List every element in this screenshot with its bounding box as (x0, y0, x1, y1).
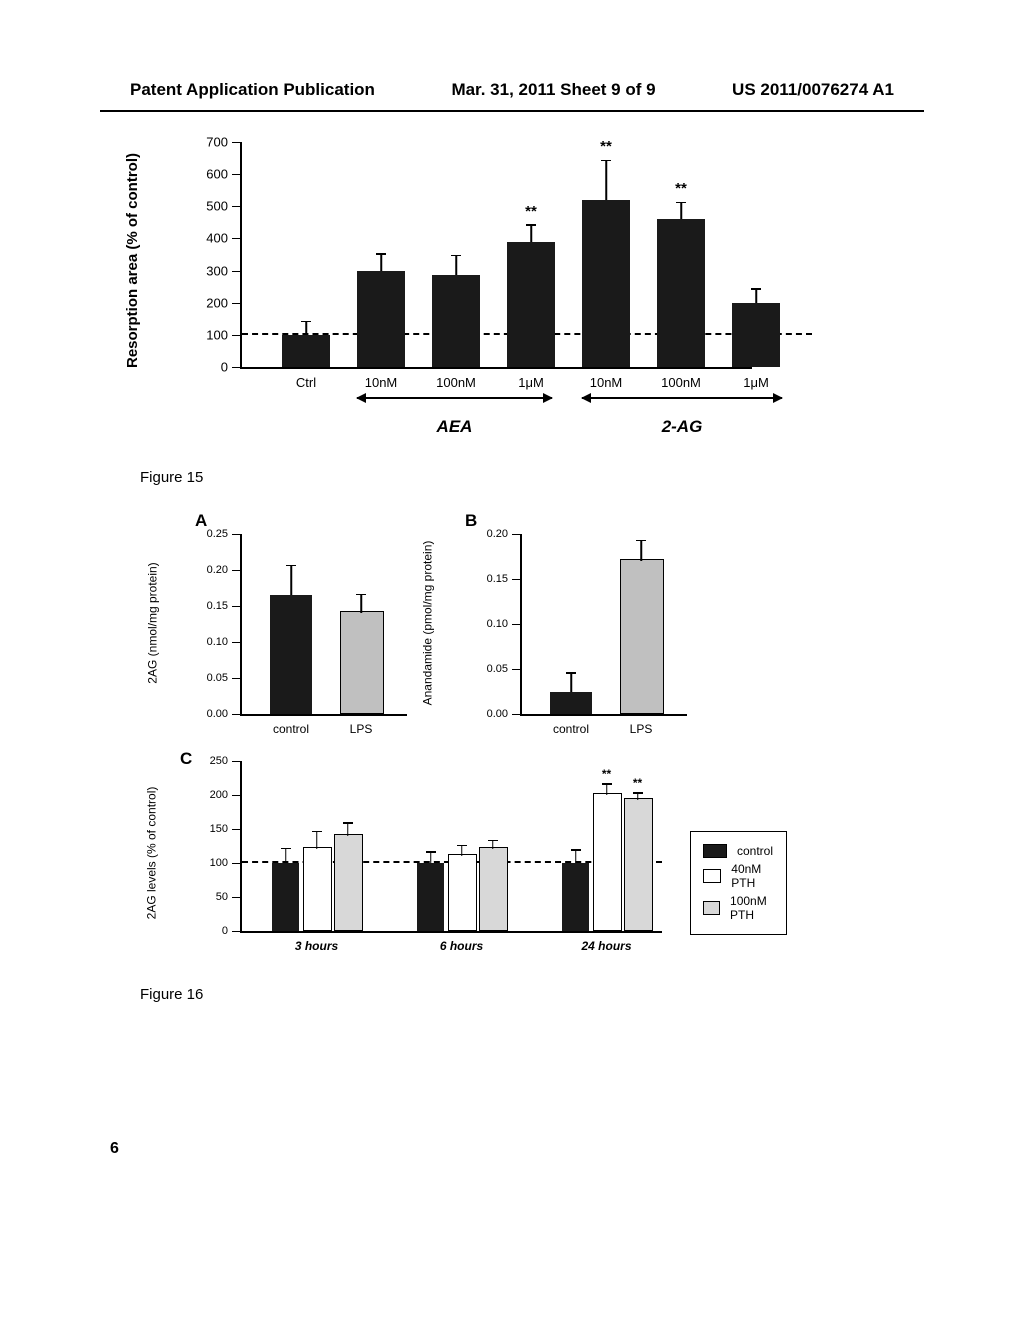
panel-b-label: B (465, 511, 477, 531)
panel-b-y-label: Anandamide (pmol/mg protein) (420, 541, 434, 706)
page-header: Patent Application Publication Mar. 31, … (0, 0, 1024, 110)
panel-c-chart: 0501001502002503 hours6 hours****24 hour… (240, 761, 662, 933)
header-divider (100, 110, 924, 112)
panel-c-y-label: 2AG levels (% of control) (144, 787, 158, 920)
panel-a-label: A (195, 511, 207, 531)
panel-c-legend: control40nM PTH100nM PTH (690, 831, 787, 935)
header-left: Patent Application Publication (130, 80, 375, 100)
panel-c: C 2AG levels (% of control) 050100150200… (170, 751, 662, 933)
header-right: US 2011/0076274 A1 (732, 80, 894, 100)
fig16-caption: Figure 16 (140, 986, 203, 1003)
panel-a-y-label: 2AG (nmol/mg protein) (146, 562, 160, 683)
panel-a: A 2AG (nmol/mg protein) 0.000.050.100.15… (170, 516, 407, 716)
fig15-caption: Figure 15 (140, 469, 880, 486)
fig15-y-axis-label: Resorption area (% of control) (124, 153, 141, 368)
panel-b-chart: 0.000.050.100.150.20controlLPS (520, 534, 687, 716)
panel-c-label: C (180, 749, 192, 769)
page-number: 6 (110, 1140, 119, 1158)
figure-15: Resorption area (% of control) 010020030… (180, 142, 880, 486)
header-center: Mar. 31, 2011 Sheet 9 of 9 (451, 80, 655, 100)
panel-b: B Anandamide (pmol/mg protein) 0.000.050… (450, 516, 687, 716)
fig15-chart: 0100200300400500600700Ctrl10nM100nM1μM**… (240, 142, 752, 369)
panel-a-chart: 0.000.050.100.150.200.25controlLPS (240, 534, 407, 716)
